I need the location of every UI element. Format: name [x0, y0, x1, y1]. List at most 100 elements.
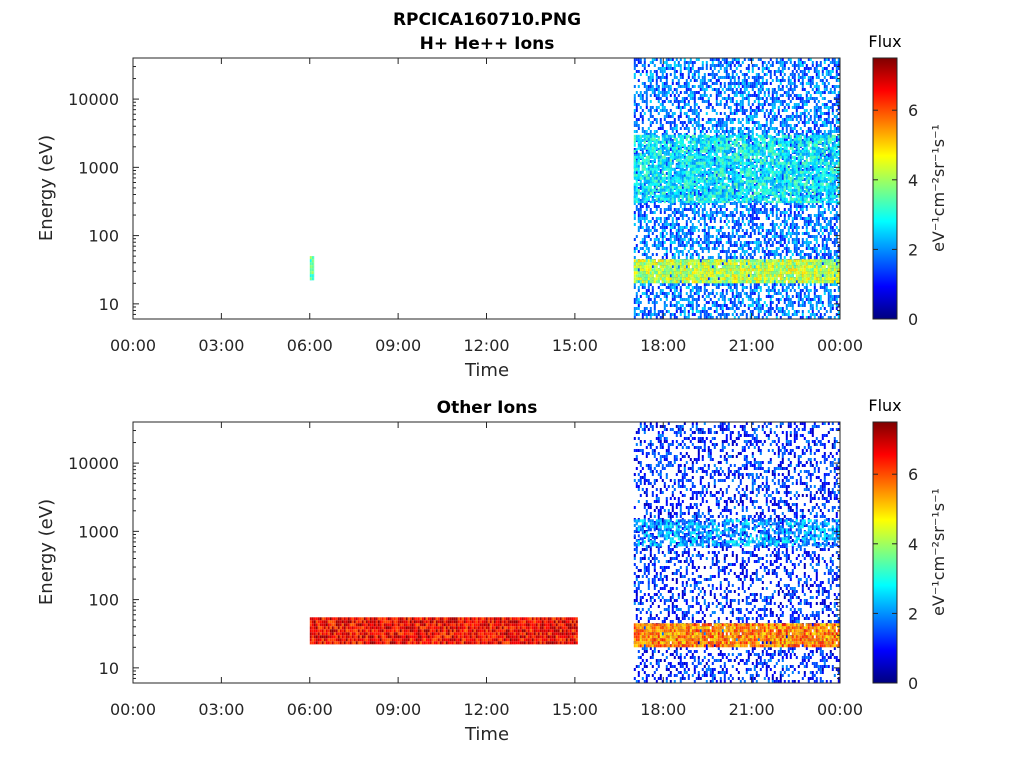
flux-cell: [643, 253, 646, 256]
flux-cell: [719, 295, 722, 298]
flux-cell: [837, 100, 840, 103]
flux-cell: [757, 100, 760, 103]
flux-cell: [777, 112, 780, 115]
flux-cell: [747, 100, 750, 103]
flux-cell: [735, 166, 738, 169]
flux-cell: [737, 76, 740, 79]
flux-cell: [673, 313, 676, 316]
flux-cell: [787, 58, 790, 61]
flux-cell: [833, 232, 836, 235]
flux-cell: [687, 250, 690, 253]
flux-cell: [791, 217, 794, 220]
flux-cell: [655, 316, 658, 319]
flux-cell: [679, 91, 682, 94]
flux-cell: [807, 112, 810, 115]
flux-cell: [639, 226, 642, 229]
flux-cell: [725, 70, 728, 73]
flux-cell: [813, 100, 816, 103]
flux-cell: [697, 67, 700, 70]
flux-cell: [725, 235, 728, 238]
flux-cell: [765, 289, 768, 292]
flux-cell: [719, 100, 722, 103]
flux-cell: [659, 121, 662, 124]
flux-cell: [797, 226, 800, 229]
flux-cell: [749, 310, 752, 313]
flux-cell: [731, 100, 734, 103]
flux-cell: [739, 133, 742, 136]
flux-cell: [671, 253, 674, 256]
flux-cell: [801, 205, 804, 208]
flux-cell: [759, 109, 762, 112]
flux-cell: [659, 76, 662, 79]
flux-cell: [729, 178, 732, 181]
flux-cell: [753, 205, 756, 208]
flux-cell: [677, 211, 680, 214]
flux-cell: [695, 286, 698, 289]
flux-cell: [731, 304, 734, 307]
flux-cell: [705, 283, 708, 286]
flux-cell: [773, 205, 776, 208]
flux-cell: [655, 70, 658, 73]
flux-cell: [665, 58, 668, 61]
flux-cell: [753, 76, 756, 79]
flux-cell: [757, 211, 760, 214]
flux-cell: [825, 58, 828, 61]
flux-cell: [767, 91, 770, 94]
flux-cell: [665, 256, 668, 259]
flux-cell: [707, 217, 710, 220]
flux-cell: [731, 217, 734, 220]
flux-cell: [765, 235, 768, 238]
flux-cell: [659, 127, 662, 130]
flux-cell: [663, 235, 666, 238]
flux-cell: [765, 118, 768, 121]
flux-cell: [713, 160, 716, 163]
flux-cell: [667, 292, 670, 295]
flux-cell: [789, 202, 792, 205]
flux-cell: [717, 118, 720, 121]
flux-cell: [833, 127, 836, 130]
flux-cell: [763, 103, 766, 106]
flux-cell: [703, 283, 706, 286]
flux-cell: [649, 106, 652, 109]
flux-cell: [633, 109, 636, 112]
flux-cell: [737, 295, 740, 298]
flux-cell: [635, 58, 638, 61]
flux-cell: [733, 286, 736, 289]
flux-cell: [663, 106, 666, 109]
flux-cell: [643, 292, 646, 295]
flux-cell: [825, 226, 828, 229]
flux-cell: [737, 301, 740, 304]
flux-cell: [741, 91, 744, 94]
flux-cell: [653, 64, 656, 67]
flux-cell: [775, 79, 778, 82]
flux-cell: [729, 100, 732, 103]
flux-cell: [771, 286, 774, 289]
flux-cell: [663, 115, 666, 118]
flux-cell: [697, 316, 700, 319]
flux-cell: [723, 214, 726, 217]
flux-cell: [807, 295, 810, 298]
flux-cell: [643, 235, 646, 238]
flux-cell: [803, 190, 806, 193]
flux-cell: [703, 202, 706, 205]
flux-cell: [657, 217, 660, 220]
flux-cell: [705, 316, 708, 319]
flux-cell: [655, 88, 658, 91]
flux-cell: [789, 100, 792, 103]
flux-cell: [677, 223, 680, 226]
flux-cell: [807, 76, 810, 79]
flux-cell: [817, 133, 820, 136]
flux-cell: [651, 91, 654, 94]
flux-cell: [705, 211, 708, 214]
flux-cell: [743, 133, 746, 136]
flux-cell: [667, 58, 670, 61]
flux-cell: [805, 244, 808, 247]
flux-cell: [795, 214, 798, 217]
flux-cell: [705, 289, 708, 292]
flux-cell: [689, 121, 692, 124]
flux-cell: [821, 166, 824, 169]
flux-cell: [815, 73, 818, 76]
flux-cell: [723, 85, 726, 88]
flux-cell: [817, 217, 820, 220]
flux-cell: [679, 310, 682, 313]
